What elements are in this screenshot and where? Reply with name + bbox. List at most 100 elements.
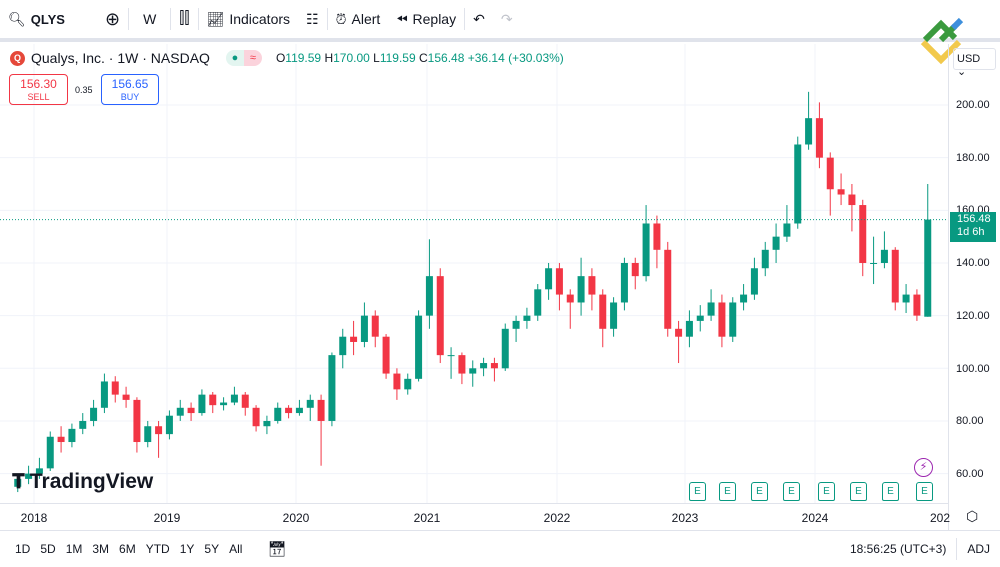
layouts-button[interactable]: ☷: [298, 4, 327, 34]
candle-body: [566, 294, 574, 303]
candle-body: [837, 189, 845, 195]
candle-body: [599, 294, 607, 329]
symbol-title[interactable]: Qualys, Inc. · 1W · NASDAQ: [31, 50, 210, 66]
candle-body: [230, 394, 238, 403]
candle-body: [350, 336, 358, 342]
candle-body: [79, 420, 87, 429]
ohlc-values: O119.59 H170.00 L119.59 C156.48 +36.14 (…: [275, 51, 564, 65]
candle-body: [490, 363, 498, 369]
sell-button[interactable]: 156.30 SELL: [9, 74, 68, 105]
range-button-1y[interactable]: 1Y: [179, 542, 195, 556]
candle-body: [642, 223, 650, 277]
candle-body: [718, 302, 726, 337]
current-price-label: 156.48 1d 6h: [950, 212, 996, 242]
alert-button[interactable]: ⏰︎ Alert: [335, 10, 381, 28]
candle-body: [122, 394, 130, 400]
candle-body: [90, 407, 98, 421]
time-tick: 2024: [801, 511, 829, 525]
earnings-marker[interactable]: E: [850, 482, 867, 501]
bottom-toolbar: 1D 5D 1M 3M 6M YTD 1Y 5Y All 📅︎ 18:56:25 (UTC+3)…: [0, 530, 1000, 567]
candle-body: [545, 268, 553, 290]
indicators-icon: 📈︎: [206, 10, 225, 27]
range-button-all[interactable]: All: [229, 542, 243, 556]
range-button-1d[interactable]: 1D: [15, 542, 31, 556]
candle-body: [382, 336, 390, 374]
candle-body: [664, 249, 672, 329]
symbol-search-button[interactable]: 🔍︎ QLYS: [8, 10, 65, 27]
candle-body: [339, 336, 347, 356]
redo-icon: ↷: [500, 10, 513, 27]
qualys-logo: Q: [10, 50, 25, 66]
candle-body: [14, 478, 22, 487]
candle-body: [252, 407, 260, 427]
price-chart[interactable]: [0, 44, 948, 503]
candle-body: [588, 276, 596, 295]
range-button-ytd[interactable]: YTD: [145, 542, 170, 556]
range-button-6m[interactable]: 6M: [119, 542, 136, 556]
candle-body: [826, 157, 834, 190]
candle-body: [815, 118, 823, 158]
earnings-marker[interactable]: E: [751, 482, 768, 501]
candle-body: [371, 315, 379, 337]
candle-body: [198, 394, 206, 414]
market-status[interactable]: ● ≈: [225, 50, 262, 66]
interval-button[interactable]: W: [143, 11, 157, 27]
compare-button[interactable]: ⊕: [97, 4, 128, 34]
candle-body: [740, 294, 748, 303]
candle-body: [913, 294, 921, 316]
alarm-clock-icon: ⏰︎: [335, 10, 347, 27]
candle-body: [870, 262, 878, 264]
candle-body: [274, 407, 282, 421]
candle-body: [772, 236, 780, 250]
earnings-marker[interactable]: E: [818, 482, 835, 501]
replay-button[interactable]: ⏪︎ Replay: [396, 10, 457, 28]
candle-body: [241, 394, 249, 408]
tv-logo-icon: 𝐓: [12, 470, 25, 493]
range-button-5d[interactable]: 5D: [40, 542, 56, 556]
range-button-1m[interactable]: 1M: [65, 542, 83, 556]
candle-body: [68, 428, 76, 443]
currency-select[interactable]: USD ⌄: [953, 48, 996, 78]
earnings-marker[interactable]: E: [689, 482, 706, 501]
undo-button[interactable]: ↶: [465, 4, 493, 34]
indicators-button[interactable]: 📈︎ Indicators: [206, 10, 291, 28]
candle-body: [458, 355, 466, 374]
earnings-marker[interactable]: E: [783, 482, 800, 501]
adj-button[interactable]: ADJ: [967, 542, 990, 556]
divider: [128, 8, 130, 30]
candle-body: [534, 289, 542, 316]
search-icon: 🔍︎: [8, 10, 26, 27]
earnings-marker[interactable]: E: [882, 482, 899, 501]
range-button-5y[interactable]: 5Y: [204, 542, 220, 556]
candle-body: [761, 249, 769, 269]
earnings-marker[interactable]: E: [719, 482, 736, 501]
spread: 0.35: [75, 85, 93, 95]
time-tick: 2020: [282, 511, 310, 525]
buy-button[interactable]: 156.65 BUY: [101, 74, 159, 105]
candle-body: [415, 315, 423, 379]
time-axis[interactable]: 2018 2019 2020 2021 2022 2023 2024 202: [0, 503, 950, 530]
chart-type-button[interactable]: ⫿⫿: [171, 4, 197, 34]
clock-time[interactable]: 18:56:25 (UTC+3): [849, 542, 947, 556]
range-button-3m[interactable]: 3M: [92, 542, 110, 556]
candle-body: [902, 294, 910, 303]
price-axis-border: [948, 44, 949, 530]
earnings-marker[interactable]: E: [916, 482, 933, 501]
redo-button[interactable]: ↷: [493, 4, 521, 34]
candle-body: [512, 320, 520, 329]
lightning-icon[interactable]: ⚡︎: [914, 458, 933, 477]
candle-body: [924, 219, 932, 317]
candle-body: [891, 249, 899, 303]
price-tick: 100.00: [956, 362, 990, 375]
settings-icon[interactable]: ⬡: [966, 508, 979, 524]
price-tick: 180.00: [956, 151, 990, 164]
candle-body: [696, 315, 704, 321]
candle-body: [220, 402, 228, 406]
candle-body: [783, 223, 791, 237]
date-range-icon[interactable]: 📅︎: [267, 541, 287, 558]
price-tick: 200.00: [956, 99, 990, 111]
candle-body: [209, 394, 217, 406]
candle-body: [306, 399, 314, 408]
candle-body: [328, 355, 336, 421]
candle-body: [707, 302, 715, 316]
